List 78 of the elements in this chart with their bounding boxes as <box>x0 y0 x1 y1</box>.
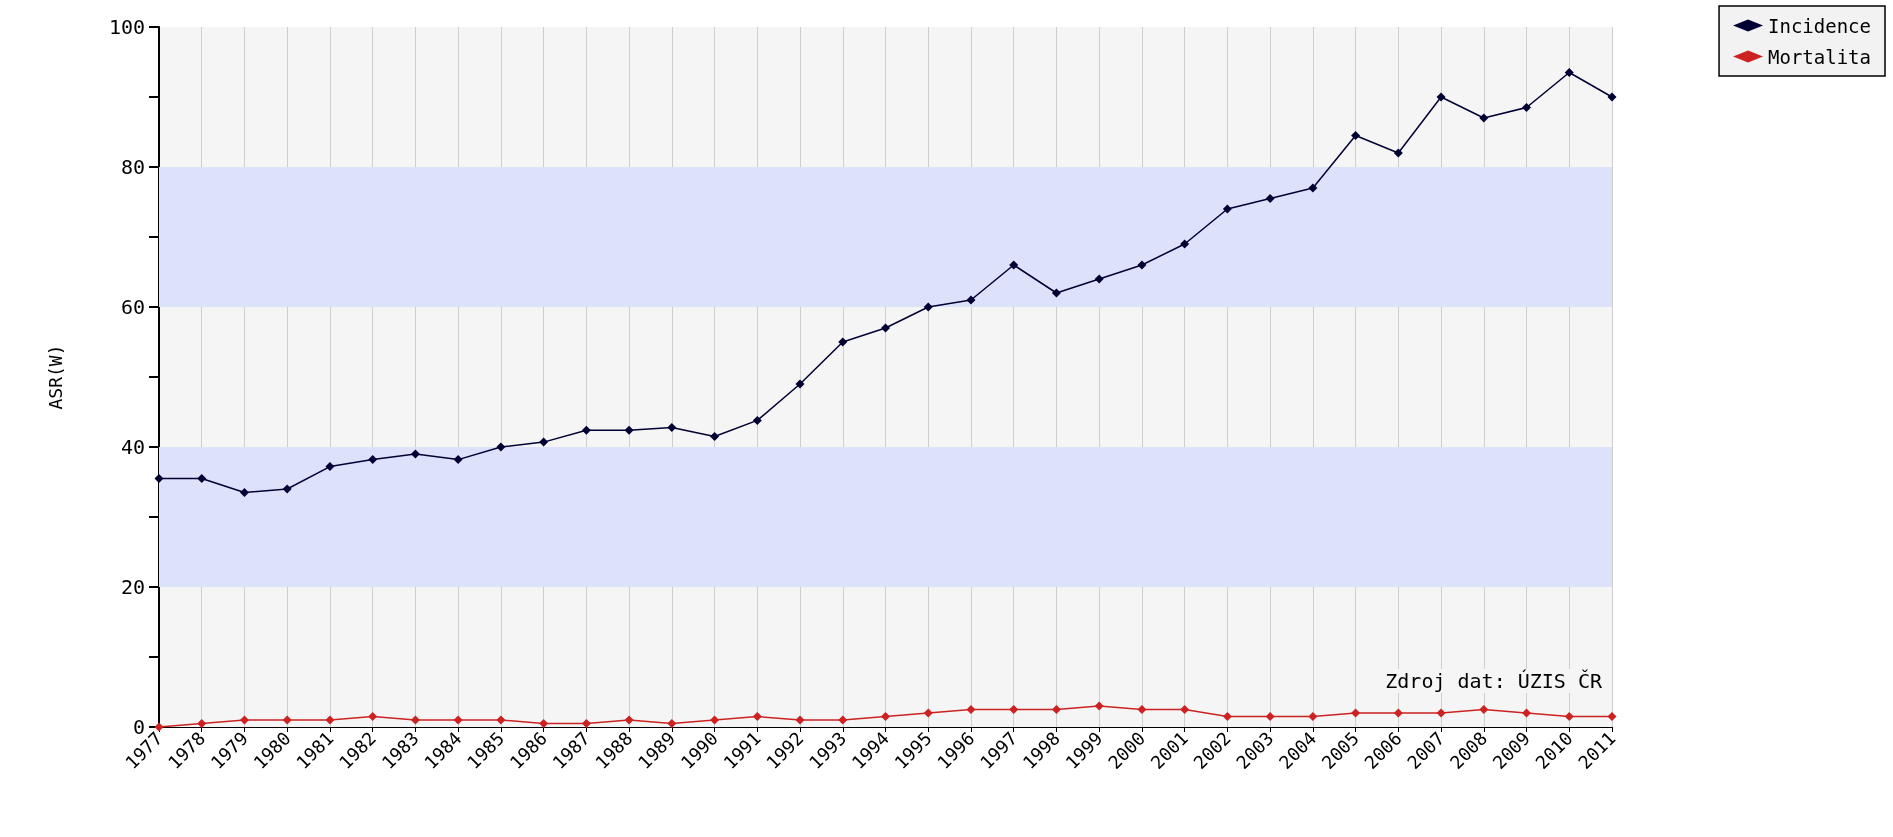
point <box>1393 708 1403 718</box>
point <box>1479 113 1489 123</box>
y-tick-label: 40 <box>120 435 145 459</box>
point <box>1351 131 1361 140</box>
point <box>1051 288 1061 298</box>
legend-label: Incidence <box>1768 14 1871 37</box>
point <box>1564 68 1574 77</box>
y-tick-label: 100 <box>108 15 145 39</box>
point <box>1180 239 1190 249</box>
point <box>496 442 506 452</box>
point <box>667 719 677 728</box>
legend-label: Mortalita <box>1768 45 1871 68</box>
point <box>795 715 805 725</box>
point <box>881 712 890 721</box>
point <box>325 462 335 472</box>
point <box>1009 705 1019 714</box>
point <box>1522 103 1532 112</box>
annotation: Zdroj dat: ÚZIS ČR <box>1385 669 1603 693</box>
point <box>923 708 933 718</box>
point <box>539 437 549 447</box>
point <box>1222 712 1232 721</box>
point <box>923 302 933 312</box>
point <box>1094 274 1104 284</box>
point <box>197 719 207 728</box>
y-tick-label: 60 <box>120 295 145 319</box>
point <box>1222 204 1232 214</box>
point <box>410 715 420 725</box>
point <box>197 474 207 483</box>
point <box>752 415 762 425</box>
point <box>368 455 378 465</box>
point <box>1265 712 1275 721</box>
y-tick-label: 80 <box>120 155 145 179</box>
point <box>325 715 335 725</box>
point <box>1393 148 1403 158</box>
point <box>1308 183 1318 193</box>
point <box>1479 705 1489 714</box>
point <box>1265 194 1275 203</box>
point <box>154 474 164 483</box>
point <box>1351 708 1361 718</box>
point <box>752 712 762 721</box>
point <box>1607 92 1617 102</box>
point <box>1180 705 1190 714</box>
point <box>282 715 292 725</box>
point <box>966 705 976 714</box>
point <box>1522 708 1532 718</box>
point <box>1137 705 1147 714</box>
point <box>539 719 549 728</box>
point <box>881 323 890 333</box>
point <box>966 295 976 305</box>
point <box>710 715 720 725</box>
point <box>710 432 720 441</box>
point <box>410 449 420 459</box>
y-axis-title: ASR(W) <box>44 344 66 410</box>
point <box>1308 712 1318 721</box>
point <box>581 425 591 435</box>
point <box>1094 701 1104 711</box>
point <box>282 484 292 494</box>
point <box>1051 705 1061 714</box>
point <box>838 715 848 725</box>
point <box>496 715 506 725</box>
point <box>581 719 591 728</box>
point <box>1009 260 1019 270</box>
point <box>239 488 249 497</box>
point <box>667 422 677 432</box>
point <box>1436 92 1446 102</box>
point <box>624 715 634 725</box>
point <box>624 425 634 435</box>
point <box>795 379 805 389</box>
point <box>1564 712 1574 721</box>
point <box>838 337 848 347</box>
point <box>1436 708 1446 718</box>
point <box>239 715 249 725</box>
point <box>453 715 463 725</box>
point <box>368 712 378 721</box>
y-tick-label: 20 <box>120 575 145 599</box>
point <box>1607 712 1617 721</box>
point <box>1137 260 1147 270</box>
point <box>453 455 463 465</box>
